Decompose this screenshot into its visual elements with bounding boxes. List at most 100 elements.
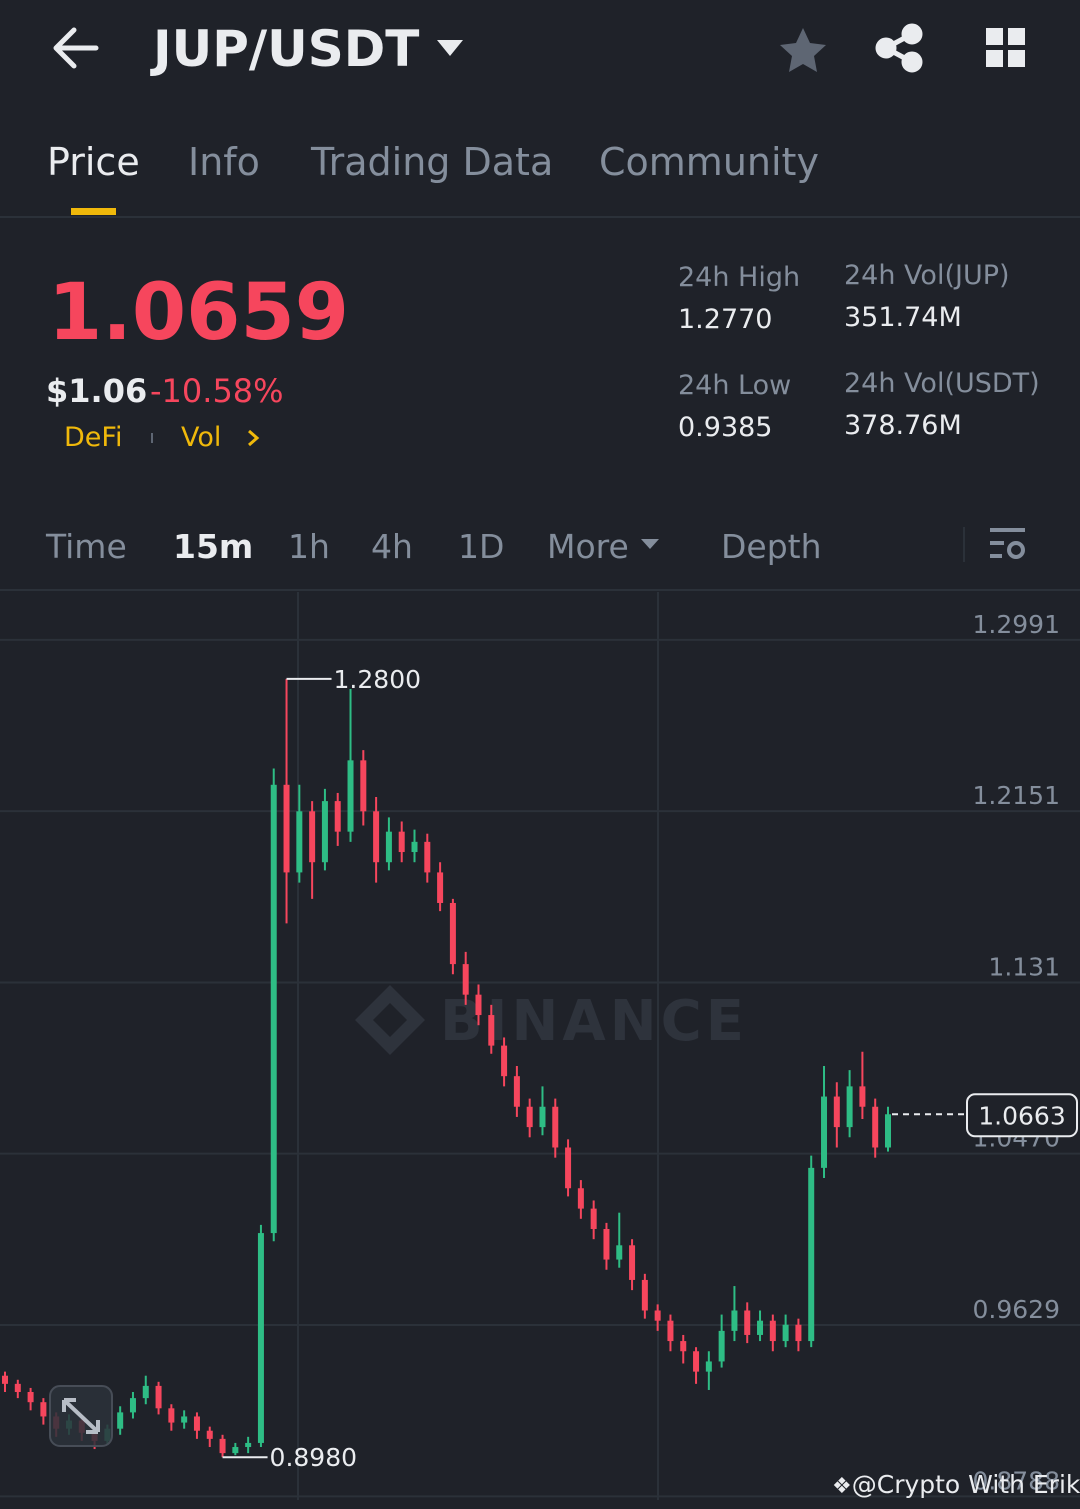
chart-settings[interactable] (990, 528, 1025, 559)
interval[interactable]: 4h (371, 527, 413, 566)
candle-body (782, 1324, 789, 1342)
candle-body (744, 1310, 751, 1335)
tab[interactable]: Community (599, 140, 819, 184)
stat-value: 1.2770 (678, 304, 773, 335)
favorite-star[interactable] (780, 28, 826, 72)
candle-body (757, 1320, 764, 1335)
expand-button[interactable] (49, 1385, 113, 1447)
interval[interactable]: Time (46, 527, 127, 566)
annotation-label: 0.8980 (270, 1443, 357, 1472)
candle-body (309, 811, 316, 863)
watermark: BINANCE (440, 989, 748, 1054)
stat-label: 24h Vol(USDT) (844, 368, 1040, 399)
stat-label: 24h Vol(JUP) (844, 260, 1010, 291)
price-change: -10.58% (150, 372, 284, 410)
watermark-logo (355, 985, 425, 1055)
candle-body (475, 994, 482, 1016)
candle-body (885, 1114, 891, 1148)
candle-body (40, 1402, 47, 1417)
y-tick-label: 1.131 (988, 952, 1060, 981)
candle-body (808, 1167, 815, 1342)
tab[interactable]: Info (188, 140, 260, 184)
credit-icon: ❖ (832, 1474, 852, 1499)
tag[interactable]: DeFi (64, 422, 123, 453)
interval[interactable]: 15m (173, 527, 254, 566)
vol-chevron[interactable] (248, 429, 260, 447)
more-dropdown[interactable] (641, 539, 659, 549)
candle-body (590, 1208, 597, 1229)
candle-body (821, 1096, 828, 1168)
candle-body (257, 1233, 264, 1443)
interval[interactable]: 1D (458, 527, 505, 566)
interval[interactable]: 1h (288, 527, 330, 566)
y-tick-label: 0.8788 (973, 1466, 1060, 1495)
tab[interactable]: Trading Data (311, 140, 554, 184)
candle-body (411, 841, 418, 853)
candle-body (462, 964, 469, 995)
tag[interactable]: Vol (181, 422, 222, 453)
candle-body (603, 1228, 610, 1260)
candle-body (680, 1341, 687, 1352)
candle-body (437, 872, 444, 903)
pair-dropdown[interactable] (437, 40, 463, 56)
candle-body (616, 1245, 623, 1260)
candle-body (501, 1045, 508, 1077)
candle-body (667, 1320, 674, 1342)
candle-body (2, 1375, 8, 1384)
candle-body (129, 1398, 136, 1413)
candle-body (219, 1438, 226, 1454)
candle-body (181, 1416, 188, 1423)
tab-indicator (71, 208, 116, 215)
candle-body (296, 811, 303, 873)
last-price-label: 1.0663 (978, 1101, 1065, 1130)
candle-body (117, 1412, 124, 1429)
candle-body (398, 831, 405, 853)
candle-body (565, 1147, 572, 1189)
share-button[interactable] (875, 23, 923, 73)
last-price-box (966, 1093, 1078, 1138)
interval[interactable]: Depth (721, 527, 822, 566)
candle-body (859, 1086, 866, 1107)
candle-body (334, 801, 341, 832)
stat-label: 24h High (678, 262, 801, 293)
candle-body (14, 1383, 21, 1393)
y-tick-label: 0.9629 (973, 1295, 1060, 1324)
last-price: 1.0659 (48, 268, 349, 358)
candle-body (846, 1086, 853, 1128)
candle-body (795, 1324, 802, 1342)
candle-body (385, 831, 392, 863)
grid-menu[interactable] (986, 28, 1025, 67)
candle-body (526, 1106, 533, 1128)
pair-title[interactable]: JUP/USDT (153, 20, 420, 78)
candle-body (731, 1310, 738, 1331)
usd-price: $1.06 (46, 372, 148, 410)
y-tick-label: 1.2991 (973, 610, 1060, 639)
back-button[interactable] (53, 27, 99, 69)
candle-body (872, 1106, 879, 1148)
candle-body (360, 760, 367, 812)
candle-body (718, 1330, 725, 1362)
candle-body (833, 1096, 840, 1128)
candle-body (577, 1188, 584, 1209)
candle-body (168, 1408, 175, 1423)
candle-body (373, 811, 380, 863)
candle-body (654, 1310, 661, 1321)
credit: ❖@Crypto With Erik (832, 1470, 1080, 1499)
interval[interactable]: More (547, 527, 629, 566)
candle-body (539, 1106, 546, 1128)
candle-body (693, 1351, 700, 1372)
tab[interactable]: Price (47, 140, 140, 184)
candle-body (321, 801, 328, 863)
candle-body (424, 841, 431, 873)
stat-label: 24h Low (678, 370, 792, 401)
candle-body (283, 784, 290, 873)
candle-body (629, 1245, 636, 1280)
candle-body (142, 1385, 149, 1399)
candle-body (513, 1076, 520, 1107)
candle-body (641, 1279, 648, 1311)
candle-body (206, 1430, 213, 1439)
stat-value: 0.9385 (678, 412, 773, 443)
stat-value: 351.74M (844, 302, 962, 333)
